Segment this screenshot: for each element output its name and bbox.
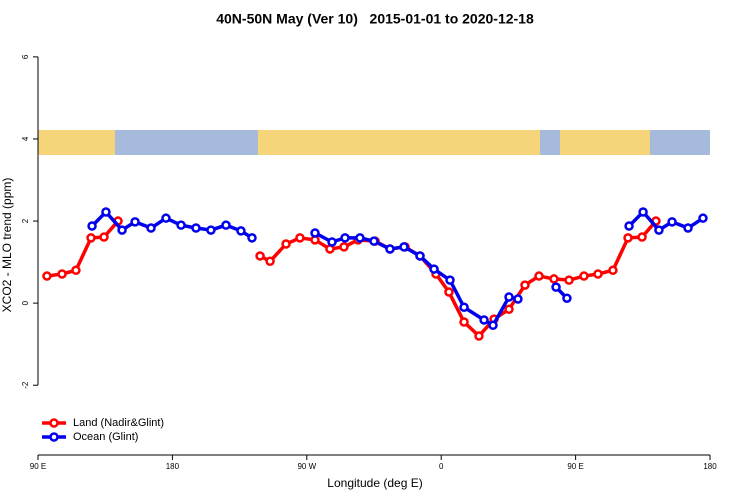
y-tick-label: 4 <box>21 136 30 141</box>
data-point <box>667 217 677 227</box>
y-axis-label: XCO2 - MLO trend (ppm) <box>0 178 14 313</box>
data-point <box>42 271 52 281</box>
data-point <box>459 302 469 312</box>
data-point <box>562 293 572 303</box>
data-point <box>444 287 454 297</box>
data-point <box>295 233 305 243</box>
data-point <box>534 271 544 281</box>
data-point <box>255 251 265 261</box>
data-point <box>399 242 409 252</box>
data-point <box>87 221 97 231</box>
x-tick-label: 90 E <box>567 462 583 471</box>
data-point <box>513 294 523 304</box>
data-point <box>310 228 320 238</box>
data-point <box>429 264 439 274</box>
data-point <box>579 271 589 281</box>
chart-title: 40N-50N May (Ver 10) 2015-01-01 to 2020-… <box>216 11 534 27</box>
data-point <box>474 331 484 341</box>
data-point <box>221 220 231 230</box>
y-tick-label: -2 <box>21 381 30 389</box>
data-point <box>479 315 489 325</box>
map-strip <box>38 130 710 155</box>
y-tick-label: 0 <box>21 300 30 305</box>
data-point <box>86 233 96 243</box>
data-point <box>369 236 379 246</box>
data-point <box>698 213 708 223</box>
data-point <box>504 292 514 302</box>
data-point <box>415 251 425 261</box>
data-point <box>385 244 395 254</box>
data-point <box>130 217 140 227</box>
x-axis-label: Longitude (deg E) <box>327 476 422 490</box>
x-tick-label: 0 <box>439 462 444 471</box>
data-point <box>608 265 618 276</box>
x-tick-label: 180 <box>166 462 180 471</box>
legend-label: Land (Nadir&Glint) <box>73 417 164 429</box>
data-point <box>564 275 574 285</box>
data-point <box>488 320 498 331</box>
data-point <box>637 232 647 242</box>
data-point <box>71 265 81 276</box>
data-point <box>117 225 127 235</box>
data-point <box>593 269 603 279</box>
legend-marker <box>49 432 59 442</box>
data-point <box>623 233 633 243</box>
y-tick-label: 6 <box>21 54 30 59</box>
data-point <box>459 317 469 327</box>
legend-label: Ocean (Glint) <box>73 431 138 443</box>
data-point <box>206 225 216 235</box>
data-point <box>551 282 561 292</box>
data-point <box>445 275 455 285</box>
data-point <box>161 213 171 223</box>
data-point <box>191 223 201 233</box>
data-point <box>355 233 365 243</box>
y-tick-label: 2 <box>21 218 30 223</box>
data-point <box>340 233 350 243</box>
x-tick-label: 90 W <box>297 462 316 471</box>
data-point <box>281 239 291 249</box>
data-point <box>520 280 530 290</box>
data-point <box>265 256 275 267</box>
data-point <box>101 207 111 217</box>
data-point <box>176 220 186 230</box>
data-point <box>236 226 246 236</box>
data-point <box>146 223 156 233</box>
data-point <box>624 221 634 231</box>
data-point <box>99 232 109 242</box>
data-point <box>339 242 349 252</box>
data-point <box>654 225 664 235</box>
data-point <box>247 233 257 243</box>
data-point <box>683 223 693 233</box>
data-point <box>504 304 514 315</box>
x-tick-label: 90 E <box>30 462 46 471</box>
x-tick-label: 180 <box>703 462 717 471</box>
data-point <box>638 207 648 217</box>
legend-marker <box>49 418 59 428</box>
data-point <box>57 269 67 279</box>
data-point <box>327 237 337 247</box>
data-point <box>549 274 559 284</box>
